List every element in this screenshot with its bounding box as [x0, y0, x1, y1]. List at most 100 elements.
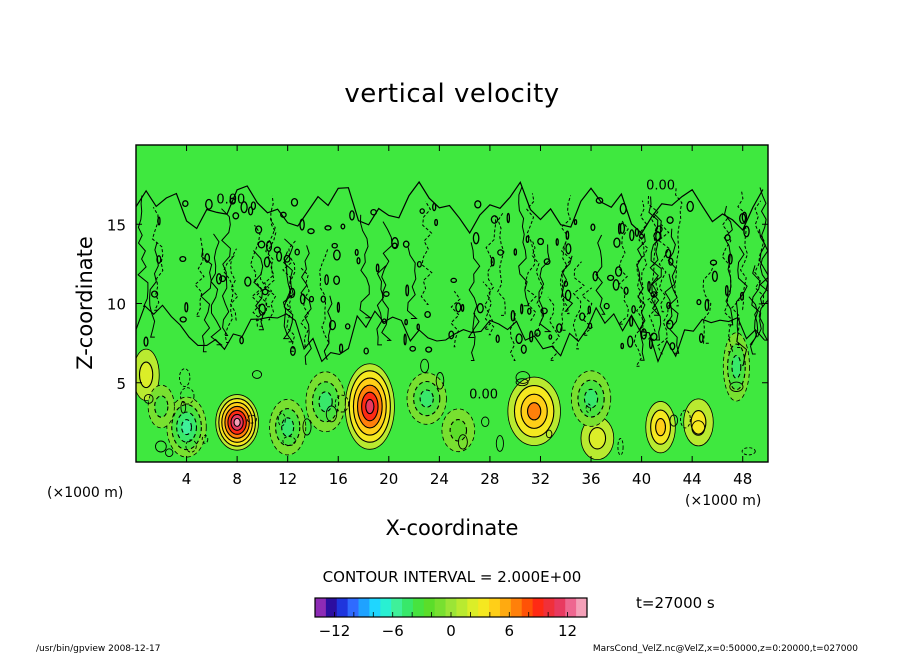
small-contour: [748, 296, 758, 345]
small-contour-blob: [409, 345, 417, 352]
small-contour-blob: [333, 275, 341, 285]
small-contour-blob: [432, 202, 437, 212]
small-contour-blob: [299, 218, 305, 231]
small-contour-blob: [320, 295, 327, 303]
plot-area: 0.00 0.00 0.00: [135, 144, 769, 463]
contour-interval-label: CONTOUR INTERVAL = 2.000E+00: [323, 568, 582, 586]
small-contour-blob: [525, 235, 530, 244]
contour-level: [154, 395, 169, 418]
small-contour: [648, 196, 661, 316]
small-contour-blob: [156, 255, 162, 264]
small-contour-blob: [534, 329, 541, 337]
small-contour-blob: [184, 302, 189, 313]
x-axis-label: X-coordinate: [386, 516, 519, 540]
small-contour-blob: [273, 246, 281, 254]
small-contour-blob: [294, 248, 300, 256]
small-contour-blob: [648, 337, 653, 350]
small-contour-blob: [155, 440, 167, 453]
downdraft-cell-14: [441, 408, 476, 453]
small-contour-blob: [650, 332, 658, 341]
small-contour-blob: [289, 346, 296, 356]
colorbar-swatch: [391, 598, 403, 617]
small-contour: [751, 265, 762, 338]
small-contour-blob: [165, 448, 174, 458]
small-contour-blob: [555, 238, 559, 246]
small-contour-blob: [277, 412, 286, 427]
small-contour-blob: [263, 256, 271, 268]
small-contour: [222, 254, 235, 343]
small-contour-blob: [246, 414, 257, 424]
velocity-field: [136, 332, 750, 461]
small-contour-blob: [634, 227, 640, 237]
small-contour-blob: [308, 295, 315, 303]
small-contour-blob: [729, 381, 744, 392]
small-contour: [572, 261, 585, 350]
updraft-cell-2: [507, 376, 561, 446]
small-contour-blob: [585, 403, 592, 413]
x-tick-label: 24: [430, 470, 449, 488]
colorbar-swatch: [336, 598, 349, 617]
small-contour: [253, 250, 265, 331]
small-contour-blob: [239, 336, 244, 345]
small-contour-blob: [324, 274, 329, 286]
small-contour: [547, 296, 560, 361]
small-contour-blob: [435, 372, 445, 390]
small-contour-blob: [450, 277, 458, 284]
colorbar-swatch: [510, 598, 523, 617]
small-contour-blob: [363, 347, 369, 355]
small-contour: [229, 248, 239, 321]
x-tick-label: 4: [182, 470, 192, 488]
small-contour-blob: [741, 447, 756, 456]
small-contour-blob: [416, 260, 422, 268]
small-contour: [484, 215, 497, 336]
small-contour-blob: [724, 284, 729, 297]
colorbar-swatch: [489, 598, 501, 617]
small-contour-blob: [204, 253, 211, 263]
x-tick-label: 48: [733, 470, 752, 488]
small-contour: [749, 306, 761, 355]
small-contour-blob: [529, 330, 534, 343]
small-contour-blob: [455, 302, 462, 313]
zero-contour-upper: [136, 180, 764, 235]
small-contour: [674, 186, 683, 307]
x-axis: 4 8 12 16 20 24 28 32 36 40 44 48: [182, 145, 752, 488]
small-contour: [735, 246, 748, 366]
small-contour-blob: [627, 335, 634, 348]
updraft-cell-1: [344, 363, 395, 450]
small-contour-blob: [370, 208, 377, 216]
small-contour-blob: [724, 234, 731, 242]
small-contour-blob: [338, 343, 344, 354]
downdraft-cell-8: [269, 398, 307, 456]
small-contour-blob: [497, 249, 504, 256]
small-contour: [151, 206, 164, 311]
small-contour-blob: [179, 316, 187, 323]
small-contour-blob: [307, 228, 315, 235]
small-contour: [657, 306, 669, 355]
small-contour: [200, 248, 213, 353]
small-contour-blob: [476, 303, 484, 314]
small-contour: [524, 193, 537, 321]
small-contour-blob: [254, 225, 263, 234]
small-contour-blob: [680, 409, 691, 429]
small-contour-blob: [614, 266, 623, 277]
small-contour-blob: [265, 240, 273, 252]
colorbar-swatch: [521, 598, 533, 617]
colorbar-swatch: [543, 598, 555, 617]
small-contour-blob: [375, 263, 380, 273]
small-contour-blob: [698, 333, 704, 344]
colorbar-swatch: [478, 598, 490, 617]
small-contour: [286, 240, 297, 352]
small-contour-blob: [288, 287, 296, 299]
small-contour-blob: [563, 280, 569, 287]
time-label: t=27000 s: [636, 594, 715, 612]
x-tick-label: 28: [480, 470, 499, 488]
contour-level: [138, 361, 154, 389]
small-contour-blob: [631, 305, 636, 314]
contour-level: [365, 398, 375, 415]
contour-label-2: 0.00: [469, 388, 498, 403]
small-contour-blob: [638, 233, 645, 240]
colorbar-swatch: [347, 598, 359, 617]
small-contour: [647, 195, 659, 308]
small-contour-blob: [340, 223, 346, 230]
